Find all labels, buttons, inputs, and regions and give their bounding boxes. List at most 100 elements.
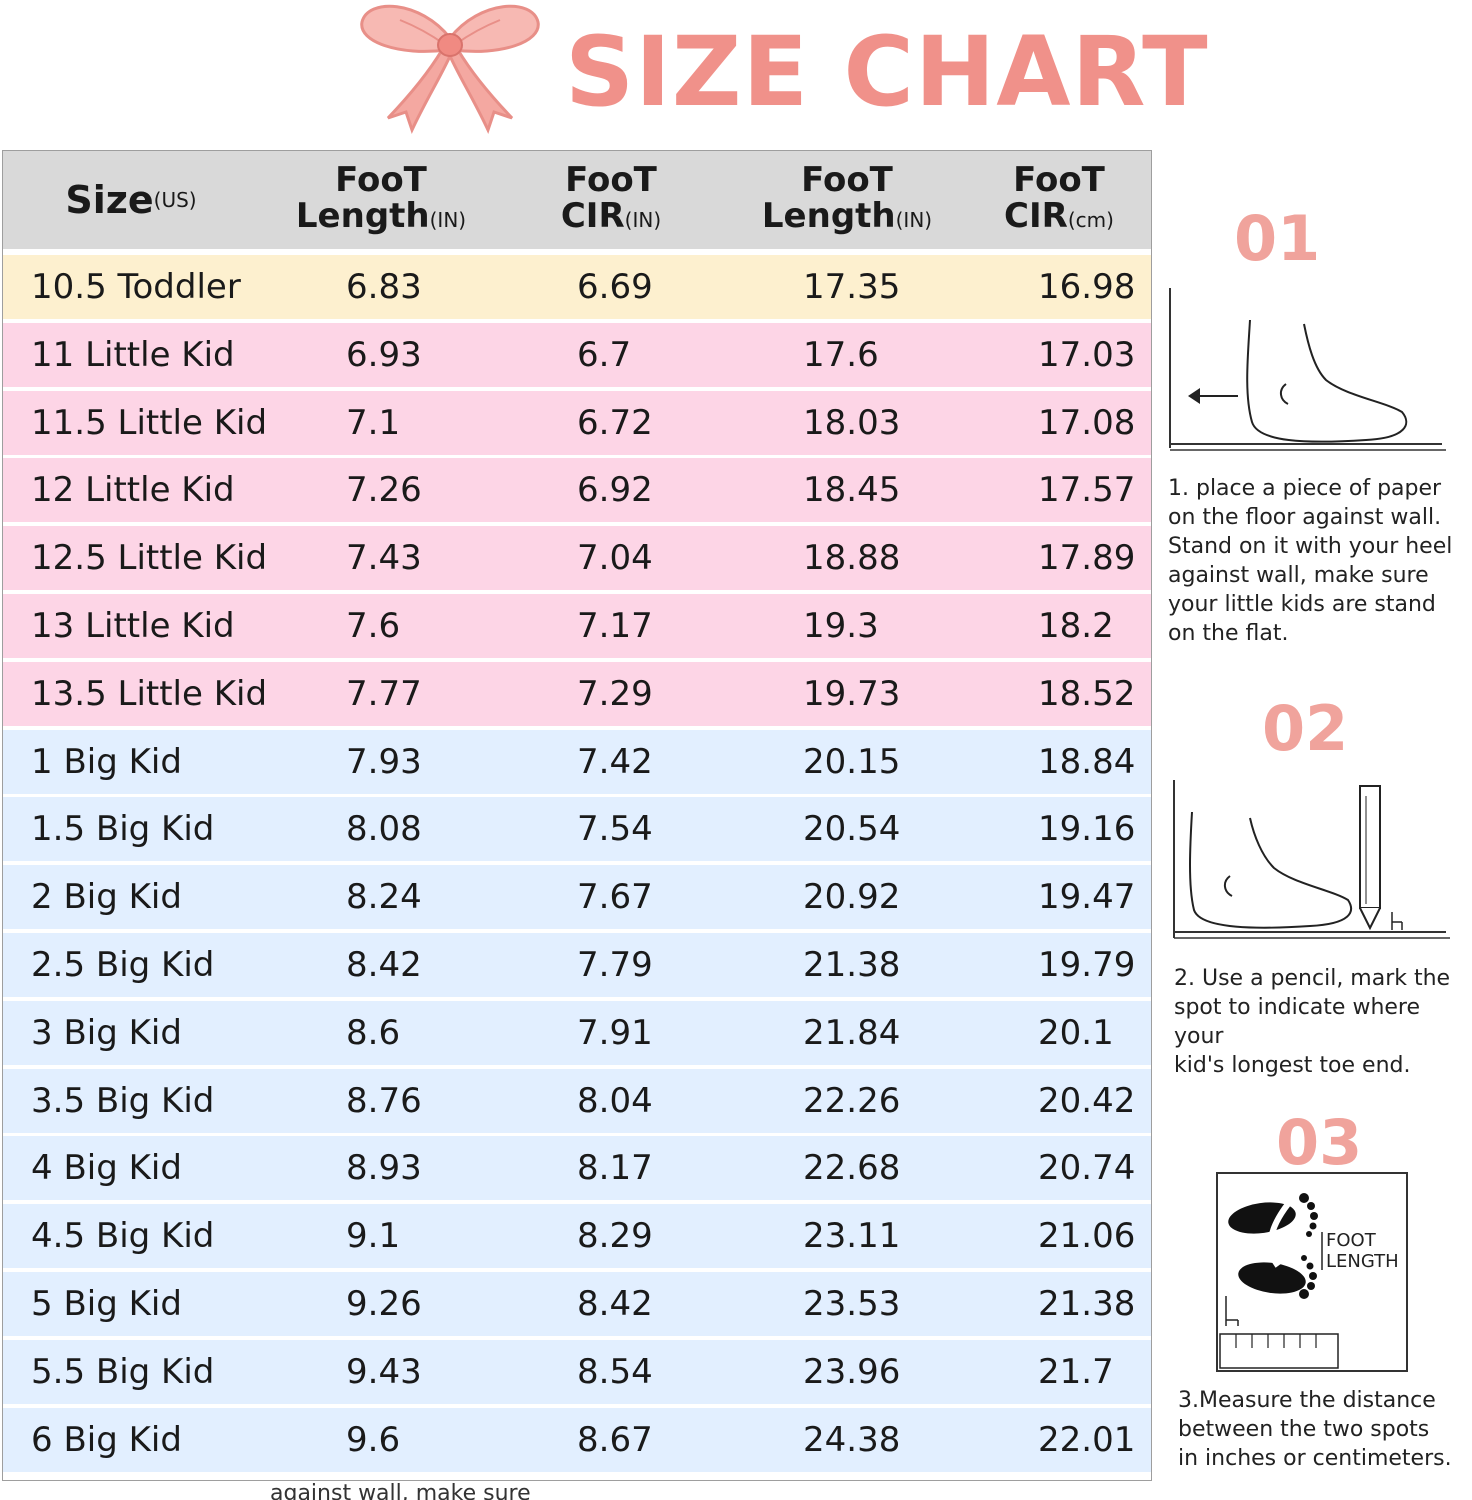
header-size: Size (US) — [3, 151, 259, 249]
cell-size: 4 Big Kid — [31, 1148, 182, 1189]
cell-foot-cir-cm: 19.16 — [1038, 809, 1136, 850]
step-line: 1. place a piece of paper — [1168, 476, 1442, 501]
cell-foot-cir-cm: 21.7 — [1038, 1351, 1114, 1392]
cell-foot-cir-cm: 17.57 — [1038, 470, 1136, 511]
header-foot-cir-in: FooT CIR(IN) — [501, 151, 721, 249]
header-line2: CIR — [1004, 196, 1068, 236]
table-row: 11.5 Little Kid 7.1 6.72 18.03 17.08 — [3, 390, 1151, 455]
cell-foot-length-in: 9.43 — [346, 1351, 422, 1392]
header-line1: FooT — [801, 160, 893, 200]
cell-foot-cir-in: 8.42 — [577, 1284, 653, 1324]
step-3-text: 3.Measure the distance between the two s… — [1178, 1386, 1452, 1473]
cell-size: 1.5 Big Kid — [31, 809, 215, 850]
table-row: 3.5 Big Kid 8.76 8.04 22.26 20.42 — [3, 1068, 1151, 1133]
table-row: 4.5 Big Kid 9.1 8.29 23.11 21.06 — [3, 1204, 1151, 1269]
cell-size: 13 Little Kid — [31, 606, 235, 646]
cell-foot-cir-in: 8.54 — [577, 1351, 653, 1392]
table-row: 4 Big Kid 8.93 8.17 22.68 20.74 — [3, 1136, 1151, 1201]
cell-size: 3.5 Big Kid — [31, 1080, 215, 1121]
cell-foot-cir-in: 7.04 — [577, 538, 653, 579]
foot-length-line: LENGTH — [1326, 1251, 1399, 1272]
step-line: 3.Measure the distance — [1178, 1388, 1436, 1413]
cell-foot-cir-in: 7.67 — [577, 877, 653, 918]
step-3-number: 03 — [1276, 1106, 1363, 1179]
cell-foot-length-in: 8.76 — [346, 1080, 422, 1121]
cell-foot-length-cm: 21.38 — [803, 945, 901, 985]
header-unit: (IN) — [895, 208, 933, 232]
table-row: 13 Little Kid 7.6 7.17 19.3 18.2 — [3, 594, 1151, 658]
overflow-caption: against wall, make sure — [270, 1481, 531, 1500]
cell-foot-length-cm: 22.68 — [803, 1148, 901, 1189]
cell-size: 6 Big Kid — [31, 1419, 182, 1460]
cell-size: 2.5 Big Kid — [31, 945, 215, 985]
cell-size: 5 Big Kid — [31, 1284, 182, 1324]
cell-foot-cir-in: 7.79 — [577, 945, 653, 985]
cell-foot-length-in: 8.6 — [346, 1012, 401, 1053]
cell-foot-cir-in: 6.7 — [577, 334, 632, 375]
cell-foot-cir-in: 7.42 — [577, 741, 653, 782]
step-line: between the two spots — [1178, 1417, 1430, 1442]
cell-foot-length-in: 7.77 — [346, 673, 422, 714]
cell-foot-cir-in: 8.04 — [577, 1080, 653, 1121]
cell-foot-length-cm: 17.6 — [803, 334, 879, 375]
table-row: 5 Big Kid 9.26 8.42 23.53 21.38 — [3, 1272, 1151, 1336]
step-line: spot to indicate where your — [1174, 995, 1421, 1049]
cell-foot-cir-cm: 19.47 — [1038, 877, 1136, 918]
cell-foot-length-in: 6.93 — [346, 334, 422, 375]
header-unit: (IN) — [429, 208, 467, 232]
step-line: on the flat. — [1168, 621, 1289, 646]
cell-foot-length-in: 9.1 — [346, 1216, 401, 1257]
header-line1: FooT — [565, 160, 657, 200]
cell-foot-cir-in: 6.92 — [577, 470, 653, 511]
cell-foot-cir-in: 7.91 — [577, 1012, 653, 1053]
foot-length-line: FOOT — [1326, 1230, 1376, 1251]
cell-size: 12 Little Kid — [31, 470, 235, 511]
step-2-number: 02 — [1262, 692, 1349, 765]
pencil-mark-icon — [1173, 780, 1450, 939]
step-line: against wall, make sure — [1168, 563, 1429, 588]
table-row: 1 Big Kid 7.93 7.42 20.15 18.84 — [3, 729, 1151, 794]
header-foot-length-in: FooT Length(IN) — [261, 151, 501, 249]
cell-foot-length-cm: 19.73 — [803, 673, 901, 714]
cell-size: 3 Big Kid — [31, 1012, 182, 1053]
page-title: SIZE CHART — [565, 16, 1209, 128]
cell-size: 13.5 Little Kid — [31, 673, 268, 714]
header-line2: CIR — [560, 196, 625, 236]
footprints-icon — [1219, 1193, 1339, 1369]
step-line: 2. Use a pencil, mark the — [1174, 966, 1451, 991]
step-line: your little kids are stand — [1168, 592, 1436, 617]
step-line: kid's longest toe end. — [1174, 1053, 1411, 1078]
cell-size: 12.5 Little Kid — [31, 538, 268, 579]
table-row: 5.5 Big Kid 9.43 8.54 23.96 21.7 — [3, 1339, 1151, 1404]
header-line1: FooT — [1013, 160, 1105, 200]
table-row: 10.5 Toddler 6.83 6.69 17.35 16.98 — [3, 255, 1151, 319]
cell-foot-length-cm: 24.38 — [803, 1419, 901, 1460]
cell-foot-length-cm: 20.92 — [803, 877, 901, 918]
header-size-unit: (US) — [153, 188, 197, 212]
cell-foot-cir-in: 7.17 — [577, 606, 653, 646]
cell-foot-length-cm: 21.84 — [803, 1012, 901, 1053]
cell-foot-cir-cm: 20.1 — [1038, 1012, 1114, 1053]
bow-icon — [360, 4, 540, 135]
cell-foot-length-cm: 20.54 — [803, 809, 901, 850]
step-line: Stand on it with your heel — [1168, 534, 1453, 559]
cell-foot-cir-cm: 17.89 — [1038, 538, 1136, 579]
title-banner: SIZE CHART — [360, 0, 1208, 140]
cell-foot-cir-cm: 17.03 — [1038, 334, 1136, 375]
header-foot-cir-cm: FooT CIR(cm) — [969, 151, 1149, 249]
cell-foot-cir-cm: 20.42 — [1038, 1080, 1136, 1121]
cell-foot-cir-cm: 22.01 — [1038, 1419, 1136, 1460]
cell-foot-cir-cm: 20.74 — [1038, 1148, 1136, 1189]
cell-foot-length-cm: 22.26 — [803, 1080, 901, 1121]
step-1-number: 01 — [1234, 202, 1321, 275]
table-row: 2 Big Kid 8.24 7.67 20.92 19.47 — [3, 865, 1151, 930]
cell-foot-cir-in: 8.67 — [577, 1419, 653, 1460]
cell-foot-length-cm: 19.3 — [803, 606, 879, 646]
cell-foot-cir-cm: 21.38 — [1038, 1284, 1136, 1324]
cell-foot-cir-cm: 18.2 — [1038, 606, 1114, 646]
cell-foot-length-cm: 23.96 — [803, 1351, 901, 1392]
table-row: 11 Little Kid 6.93 6.7 17.6 17.03 — [3, 322, 1151, 387]
cell-foot-cir-in: 7.29 — [577, 673, 653, 714]
cell-foot-cir-cm: 17.08 — [1038, 402, 1136, 443]
step-line: on the floor against wall. — [1168, 505, 1442, 530]
